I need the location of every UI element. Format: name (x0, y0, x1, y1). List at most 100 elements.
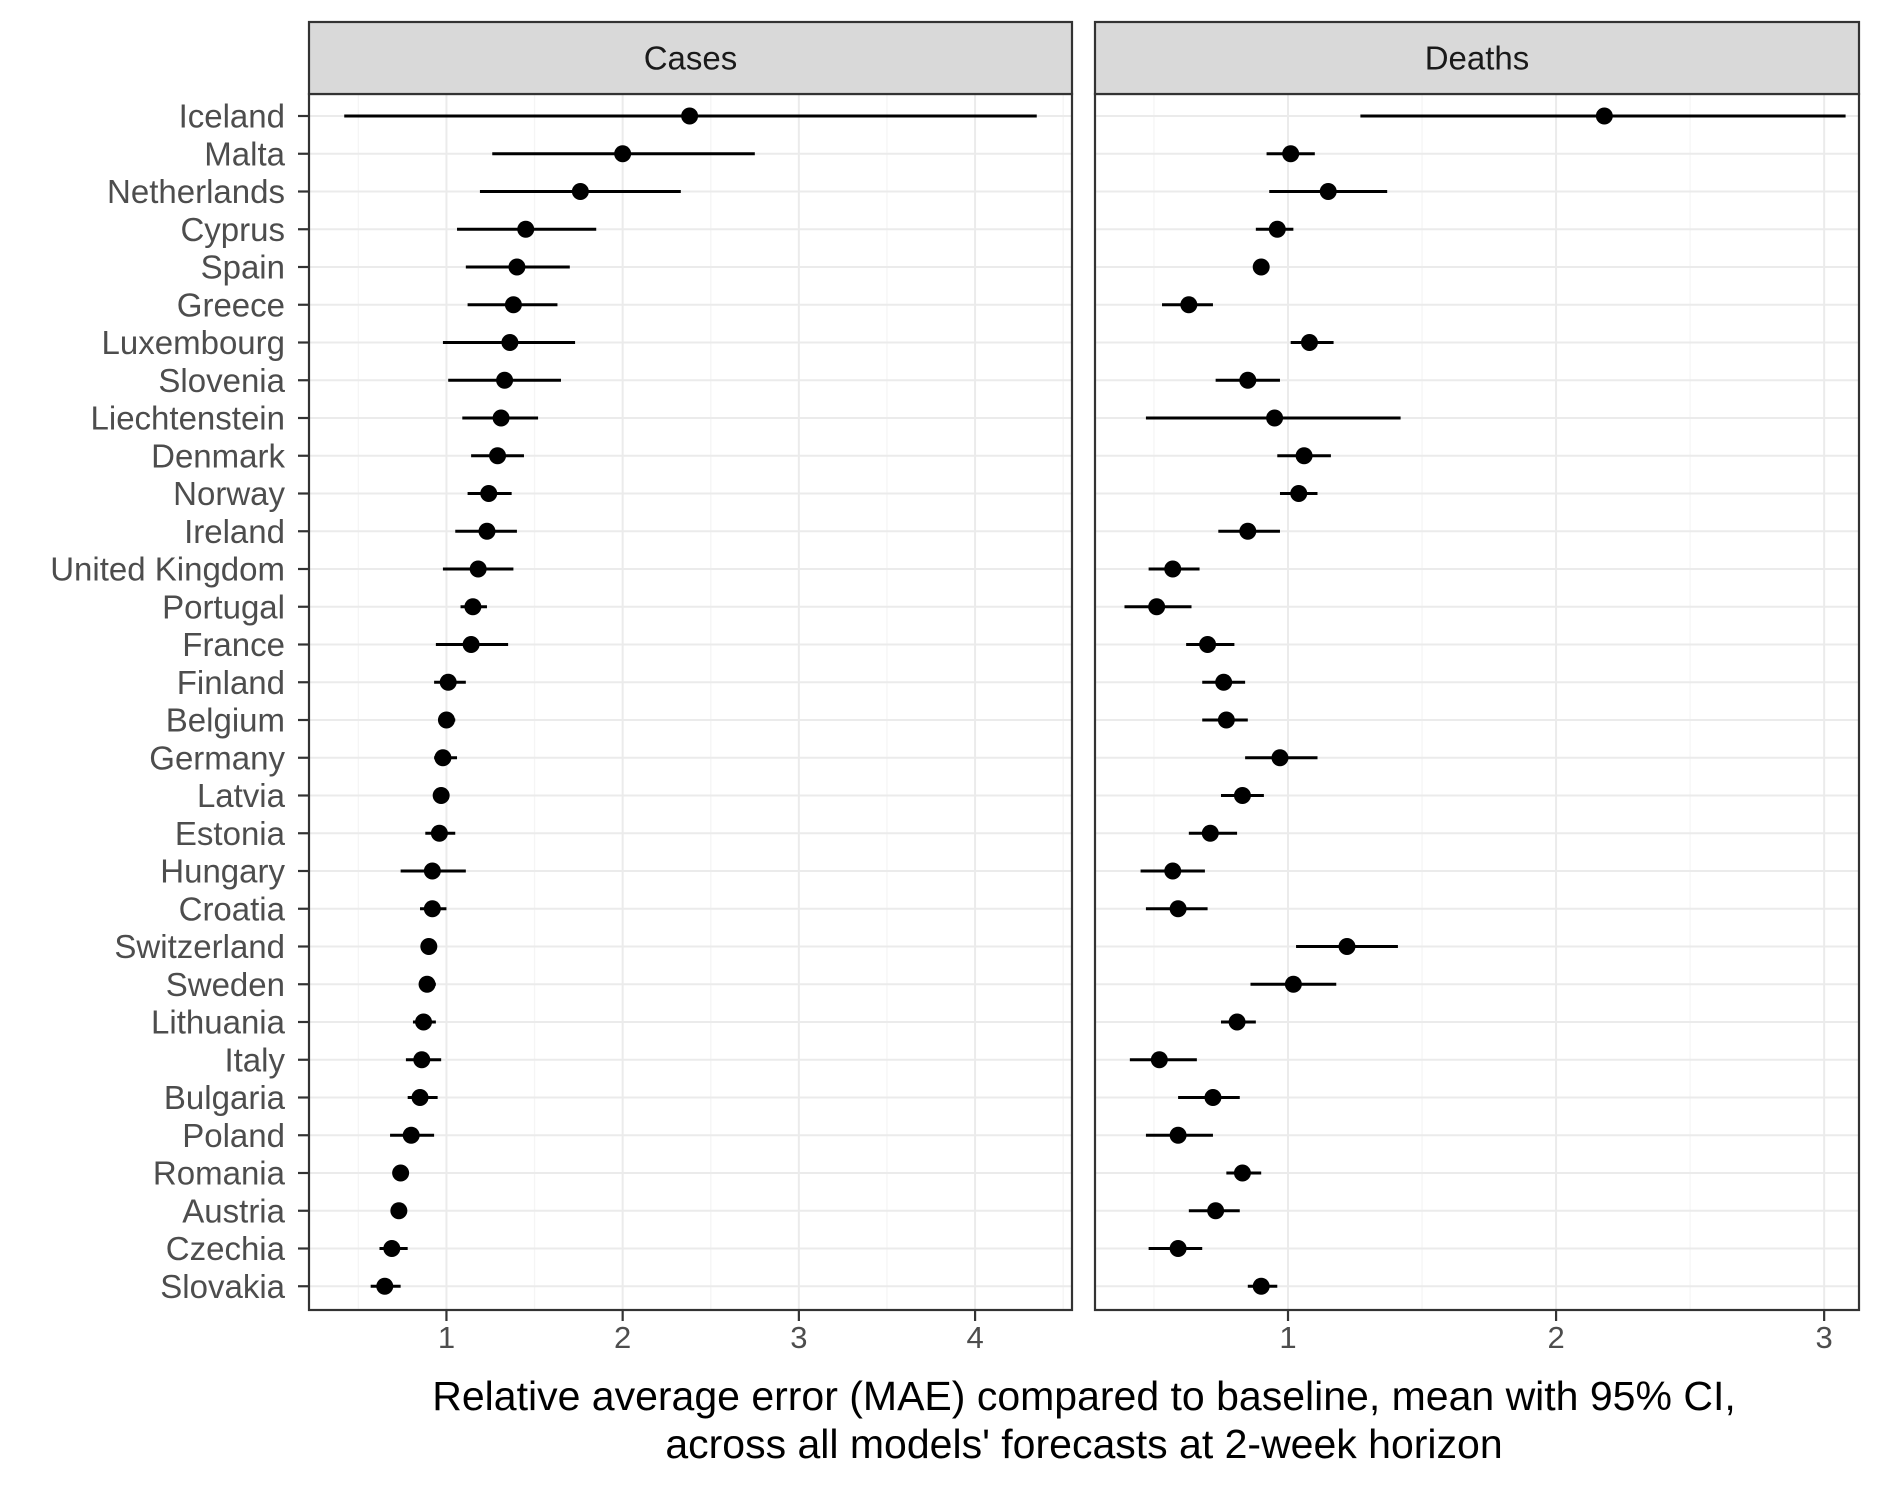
mean-point-deaths-united-kingdom (1164, 560, 1182, 578)
mean-point-cases-netherlands (571, 183, 589, 200)
country-label: United Kingdom (50, 551, 285, 588)
mean-point-deaths-bulgaria (1204, 1089, 1222, 1106)
mean-point-deaths-iceland (1595, 107, 1613, 125)
country-label: Cyprus (180, 211, 285, 248)
mean-point-deaths-estonia (1201, 824, 1219, 842)
country-label: Spain (201, 249, 285, 286)
mean-point-deaths-greece (1180, 296, 1198, 314)
country-label: Iceland (179, 98, 285, 135)
mean-point-cases-liechtenstein (492, 409, 510, 427)
mean-point-deaths-croatia (1169, 900, 1187, 918)
mean-point-deaths-romania (1233, 1164, 1251, 1182)
panel-background (309, 94, 1072, 1310)
mean-point-cases-spain (508, 258, 526, 276)
mean-point-cases-malta (614, 145, 632, 163)
mean-point-cases-ireland (478, 522, 496, 540)
mean-point-cases-czechia (383, 1240, 401, 1257)
mean-point-cases-austria (390, 1202, 408, 1220)
country-label: Belgium (166, 702, 285, 739)
mean-point-cases-bulgaria (411, 1089, 429, 1106)
mean-point-cases-hungary (423, 862, 441, 880)
country-label: Greece (177, 286, 285, 323)
mean-point-deaths-czechia (1169, 1240, 1187, 1257)
mean-point-cases-cyprus (517, 220, 535, 238)
mean-point-cases-norway (480, 485, 498, 502)
mean-point-deaths-spain (1252, 258, 1270, 276)
mean-point-deaths-austria (1207, 1202, 1225, 1220)
country-label: Romania (153, 1155, 286, 1192)
country-label: Slovakia (160, 1268, 285, 1305)
country-label: Lithuania (151, 1004, 286, 1041)
mean-point-cases-germany (434, 749, 452, 767)
mean-point-deaths-netherlands (1319, 183, 1337, 200)
country-label: Slovenia (158, 362, 285, 399)
mean-point-cases-latvia (432, 787, 450, 804)
mean-point-deaths-slovenia (1239, 371, 1257, 389)
country-label: Croatia (179, 890, 286, 927)
country-label: Sweden (166, 966, 285, 1003)
x-axis-title-line: Relative average error (MAE) compared to… (432, 1373, 1735, 1419)
mean-point-cases-switzerland (420, 938, 438, 955)
country-label: Switzerland (114, 928, 285, 965)
x-tick-label: 2 (1547, 1320, 1564, 1355)
mean-point-deaths-belgium (1217, 711, 1235, 729)
country-label: France (182, 626, 285, 663)
mean-point-cases-slovakia (376, 1277, 394, 1295)
mean-point-cases-iceland (681, 107, 699, 125)
country-label: Italy (224, 1041, 285, 1078)
country-label: Austria (182, 1192, 285, 1229)
x-tick-label: 1 (438, 1320, 455, 1355)
country-label: Portugal (162, 588, 285, 625)
mean-point-deaths-lithuania (1228, 1013, 1246, 1031)
country-label: Estonia (175, 815, 286, 852)
mean-point-cases-denmark (489, 447, 507, 465)
mean-point-cases-poland (402, 1126, 420, 1144)
country-label: Latvia (197, 777, 286, 814)
mean-point-deaths-switzerland (1338, 938, 1356, 955)
mean-point-deaths-hungary (1164, 862, 1182, 880)
mean-point-deaths-france (1199, 636, 1217, 653)
mean-point-cases-lithuania (415, 1013, 433, 1031)
country-label: Denmark (151, 437, 285, 474)
mean-point-deaths-norway (1290, 485, 1308, 502)
mean-point-deaths-germany (1271, 749, 1289, 767)
mean-point-cases-italy (413, 1051, 431, 1069)
mean-point-cases-finland (439, 673, 457, 691)
country-label: Malta (204, 135, 285, 172)
country-label: Luxembourg (102, 324, 285, 361)
mean-point-cases-estonia (430, 824, 448, 842)
mean-point-deaths-italy (1150, 1051, 1168, 1069)
facet-strip (307, 20, 1074, 96)
mean-point-cases-slovenia (496, 371, 514, 389)
country-label: Hungary (160, 853, 285, 890)
facet-strip (1093, 20, 1861, 96)
x-tick-label: 3 (790, 1320, 807, 1355)
mean-point-deaths-sweden (1284, 975, 1302, 993)
mean-point-cases-romania (392, 1164, 410, 1182)
mean-point-cases-france (462, 636, 480, 653)
mean-point-deaths-cyprus (1268, 220, 1286, 238)
mean-point-deaths-poland (1169, 1126, 1187, 1144)
country-label: Bulgaria (164, 1079, 286, 1116)
country-label: Germany (149, 739, 285, 776)
mean-point-deaths-ireland (1239, 522, 1257, 540)
country-label: Netherlands (107, 173, 285, 210)
mean-point-deaths-portugal (1148, 598, 1166, 616)
country-label: Finland (177, 664, 285, 701)
mean-point-deaths-latvia (1233, 787, 1251, 804)
mean-point-cases-croatia (423, 900, 441, 918)
country-label: Liechtenstein (91, 400, 285, 437)
x-axis-title-line: across all models' forecasts at 2-week h… (665, 1421, 1502, 1467)
mean-point-cases-portugal (464, 598, 482, 616)
x-tick-label: 4 (966, 1320, 983, 1355)
facet-strip-label: Cases (644, 40, 738, 77)
mean-point-cases-united-kingdom (469, 560, 487, 578)
facet-strip-label: Deaths (1425, 40, 1530, 77)
country-label: Czechia (166, 1230, 286, 1267)
mean-point-cases-greece (504, 296, 522, 314)
mean-point-deaths-slovakia (1252, 1277, 1270, 1295)
panel-background (1095, 94, 1859, 1310)
mean-point-deaths-malta (1282, 145, 1300, 163)
